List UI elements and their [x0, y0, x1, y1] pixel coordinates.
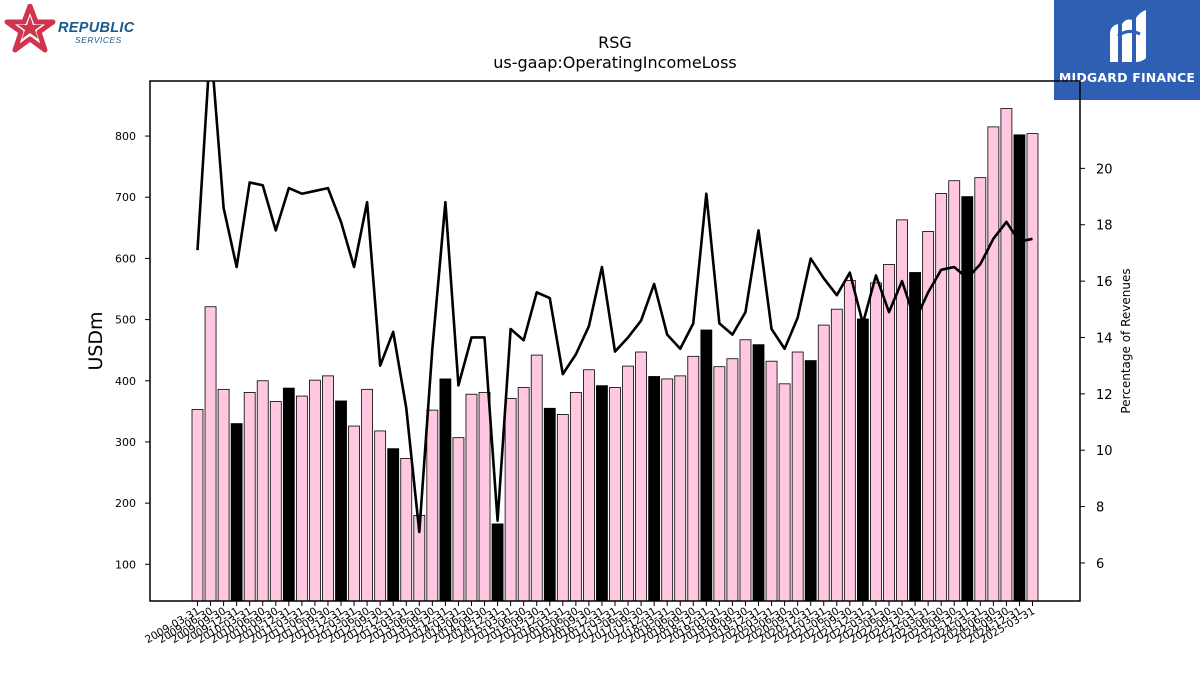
y-axis-right: 6 8 10 12 14 16 18 20 — [1080, 162, 1113, 572]
bar — [674, 375, 687, 602]
bar — [974, 177, 987, 602]
y2-tick-label: 8 — [1096, 501, 1104, 516]
bar — [243, 391, 256, 602]
chart-subtitle: us-gaap:OperatingIncomeLoss — [493, 53, 737, 72]
bar — [374, 430, 387, 602]
bar — [191, 409, 204, 602]
bar — [987, 126, 1000, 602]
logo-text: MIDGARD FINANCE — [1058, 70, 1196, 85]
y-tick-label: 700 — [115, 191, 136, 204]
bar — [700, 329, 713, 602]
bar — [583, 369, 595, 602]
bar — [556, 414, 569, 602]
bar — [387, 448, 400, 602]
y-tick-label: 600 — [115, 252, 136, 265]
chart-title: RSG — [598, 33, 632, 52]
percent-line — [196, 81, 1033, 534]
bar — [217, 388, 230, 602]
bar — [596, 385, 608, 602]
bar — [804, 360, 817, 602]
y2-tick-label: 14 — [1096, 331, 1113, 346]
y-tick-label: 400 — [115, 375, 136, 388]
y-tick-label: 800 — [115, 130, 136, 143]
bar — [1013, 134, 1026, 602]
bar — [687, 355, 700, 602]
bar — [896, 219, 908, 602]
bar — [726, 358, 739, 602]
y2-tick-label: 18 — [1096, 219, 1113, 234]
bar — [765, 360, 778, 602]
midgard-finance-logo: MIDGARD FINANCE — [1054, 0, 1200, 100]
bar — [622, 365, 634, 602]
bar — [648, 376, 661, 602]
bar — [948, 180, 961, 602]
bar — [478, 391, 491, 602]
bar — [752, 344, 765, 602]
bar — [543, 407, 556, 602]
bar — [361, 388, 374, 602]
y-tick-label: 100 — [115, 558, 136, 571]
bar — [465, 393, 478, 602]
bar — [439, 378, 452, 602]
republic-services-logo: REPUBLIC SERVICES — [4, 4, 154, 54]
y2-axis-label: Percentage of Revenues — [1119, 268, 1133, 413]
bar — [204, 306, 217, 602]
bar — [426, 409, 439, 602]
line-layer — [196, 81, 1033, 534]
bars-layer — [191, 108, 1039, 602]
bar — [295, 395, 308, 602]
y2-tick-label: 16 — [1096, 275, 1113, 290]
midgard-icon — [1110, 10, 1146, 62]
bar — [491, 523, 504, 602]
bar — [843, 280, 856, 602]
bar — [778, 383, 791, 602]
y2-tick-label: 6 — [1096, 557, 1104, 572]
bar — [883, 264, 895, 602]
bar — [817, 324, 830, 602]
star-icon — [4, 4, 56, 53]
bar — [569, 391, 582, 602]
bar — [230, 423, 243, 602]
bar — [1000, 108, 1013, 602]
bar — [661, 378, 674, 602]
y2-tick-label: 10 — [1096, 444, 1113, 459]
bar — [830, 308, 843, 602]
bar — [1026, 133, 1039, 602]
bar — [530, 354, 543, 602]
bar — [609, 387, 621, 602]
bar — [269, 401, 282, 602]
bar — [282, 387, 295, 602]
bar — [335, 400, 347, 602]
bar — [309, 379, 321, 602]
y-tick-label: 500 — [115, 314, 136, 327]
x-axis: 2009-03-312009-06-302009-09-302009-12-31… — [143, 601, 1037, 646]
bar — [322, 375, 334, 602]
bar — [870, 282, 882, 602]
bar — [935, 193, 948, 602]
bar — [713, 366, 726, 602]
y2-tick-label: 20 — [1096, 162, 1113, 177]
bar — [452, 437, 465, 602]
bar — [961, 196, 974, 602]
bar — [517, 387, 530, 602]
y2-tick-label: 12 — [1096, 388, 1113, 403]
bar — [348, 425, 360, 602]
logo-name: REPUBLIC — [58, 20, 135, 36]
bar — [635, 351, 647, 602]
y-tick-label: 200 — [115, 497, 136, 510]
logo-sub: SERVICES — [75, 35, 122, 45]
y-tick-label: 300 — [115, 436, 136, 449]
bar — [791, 351, 804, 602]
y-axis-left: 100 200 300 400 500 600 700 800 — [115, 130, 150, 571]
bar — [400, 458, 413, 602]
bar — [256, 380, 269, 602]
bar — [856, 318, 869, 602]
bar — [504, 398, 517, 602]
bar — [739, 339, 752, 602]
y-axis-label: USDm — [85, 311, 107, 370]
